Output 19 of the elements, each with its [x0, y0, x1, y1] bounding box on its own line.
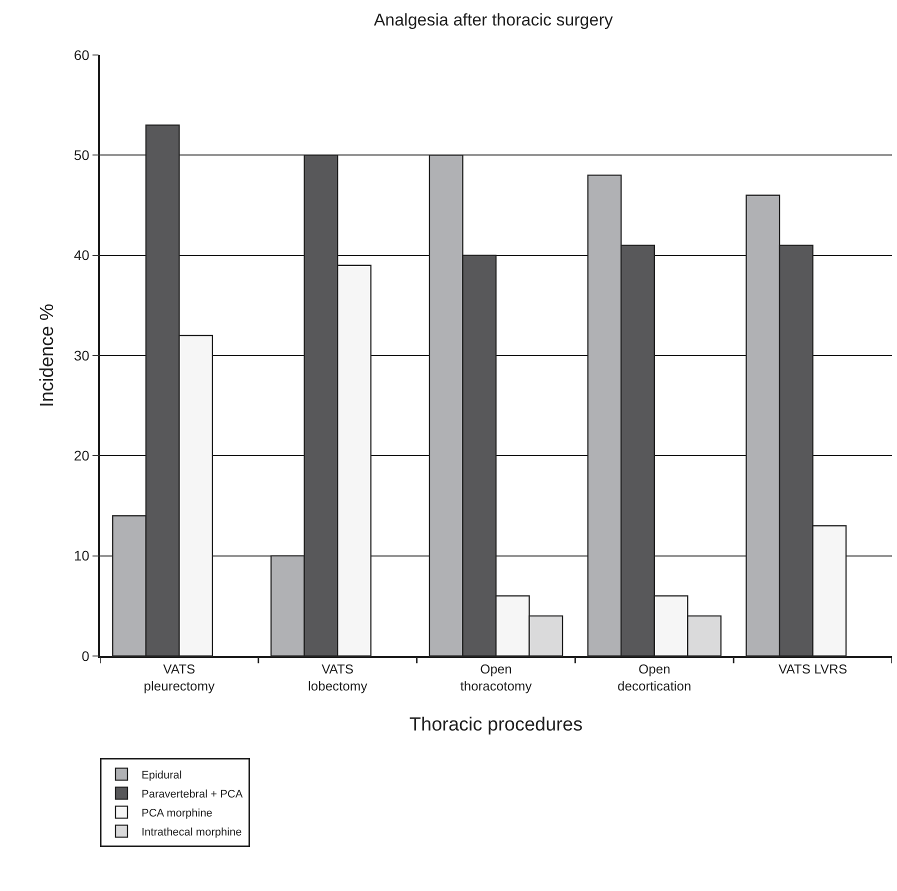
y-tick-label: 40 [74, 247, 90, 264]
legend-label: Paravertebral + PCA [142, 788, 244, 800]
y-tick-label: 0 [82, 648, 90, 664]
x-tick-label: VATS lobectomy [308, 661, 368, 694]
y-tick-label: 10 [74, 548, 90, 564]
legend-label: Intrathecal morphine [142, 826, 242, 838]
y-tick-label: 30 [74, 347, 90, 364]
legend-label: Epidural [142, 769, 182, 782]
x-axis-title: Thoracic procedures [409, 714, 583, 736]
chart-title: Analgesia after thoracic surgery [374, 10, 614, 30]
x-tick-label: Open decortication [618, 661, 692, 694]
x-tick-label: Open thoracotomy [460, 661, 532, 694]
x-tick-label: VATS pleurectomy [144, 661, 216, 694]
y-tick-label: 60 [74, 46, 90, 63]
y-axis-title: Incidence % [37, 304, 58, 408]
y-tick-label: 50 [74, 147, 90, 164]
x-tick-label: VATS LVRS [778, 661, 848, 676]
y-tick-label: 20 [74, 448, 90, 464]
legend-label: PCA morphine [142, 807, 212, 820]
